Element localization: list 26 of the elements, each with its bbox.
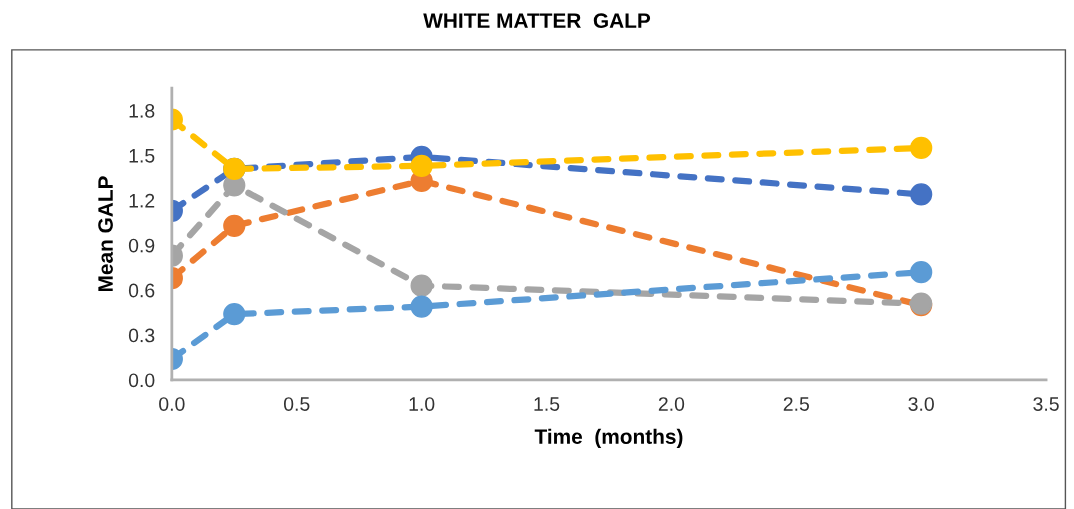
y-tick-label: 1.2 [129, 193, 155, 208]
x-tick-label: 2.5 [783, 397, 809, 411]
y-tick-label: 0.0 [128, 373, 155, 388]
point [910, 183, 933, 206]
point [410, 154, 433, 178]
y-tick-label: 0.3 [128, 328, 155, 343]
point [223, 214, 246, 237]
x-tick-label: 1.0 [409, 397, 435, 411]
y-axis-title: Mean GALP [98, 176, 113, 292]
y-tick-label: 1.8 [129, 103, 155, 118]
y-tick-label: 1.5 [129, 149, 155, 163]
x-tick-label: 0.5 [283, 397, 310, 411]
point [410, 295, 433, 318]
y-tick-label: 0.9 [128, 238, 155, 253]
x-tick-label: 2.0 [658, 397, 685, 411]
x-tick-label: 1.5 [534, 397, 560, 411]
x-tick-label: 3.5 [1033, 397, 1059, 411]
x-tick-label: 0.0 [159, 397, 185, 411]
point [223, 302, 246, 326]
y-tick-label: 0.6 [128, 283, 155, 298]
chart-title: WHITE MATTER GALP [423, 13, 651, 29]
x-tick-label: 3.0 [908, 397, 934, 411]
point [410, 274, 433, 297]
x-axis-title: Time (months) [534, 428, 683, 449]
point [910, 261, 933, 284]
point [910, 136, 933, 160]
